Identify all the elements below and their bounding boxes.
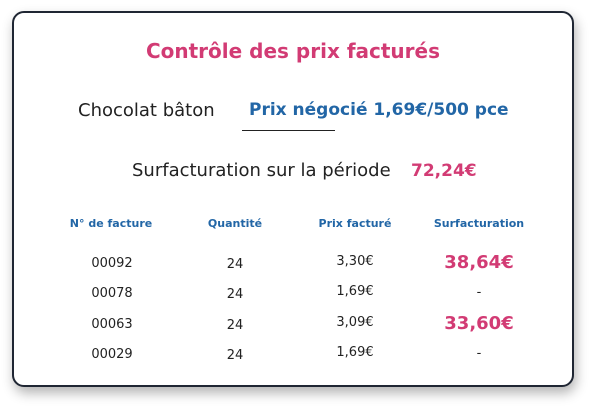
overbilling-label: Surfacturation sur la période bbox=[132, 160, 391, 181]
cell-price: 3,09€ bbox=[336, 315, 374, 330]
cell-price: 1,69€ bbox=[336, 284, 374, 299]
cell-invoice: 00063 bbox=[91, 317, 133, 332]
product-name: Chocolat bâton bbox=[78, 100, 215, 121]
cell-price: 3,30€ bbox=[336, 254, 374, 269]
page-title: Contrôle des prix facturés bbox=[145, 39, 441, 63]
header-billed-price: Prix facturé bbox=[318, 217, 392, 230]
cell-quantity: 24 bbox=[226, 287, 244, 302]
cell-invoice: 00092 bbox=[91, 256, 133, 271]
cell-overbilling: - bbox=[476, 346, 482, 361]
cell-overbilling: 38,64€ bbox=[444, 252, 514, 273]
cell-overbilling: 33,60€ bbox=[444, 313, 514, 334]
cell-invoice: 00078 bbox=[91, 286, 133, 301]
price-underline-divider bbox=[242, 130, 335, 131]
overbilling-total: 72,24€ bbox=[411, 161, 477, 181]
header-invoice-number: N° de facture bbox=[69, 217, 153, 230]
negotiated-price: Prix négocié 1,69€/500 pce bbox=[249, 100, 509, 120]
cell-price: 1,69€ bbox=[336, 345, 374, 360]
cell-invoice: 00029 bbox=[91, 347, 133, 362]
price-control-card: Contrôle des prix facturés Chocolat bâto… bbox=[12, 11, 574, 387]
cell-quantity: 24 bbox=[226, 318, 244, 333]
cell-quantity: 24 bbox=[226, 257, 244, 272]
cell-quantity: 24 bbox=[226, 348, 244, 363]
header-overbilling: Surfacturation bbox=[433, 217, 525, 230]
header-quantity: Quantité bbox=[207, 217, 263, 230]
cell-overbilling: - bbox=[476, 285, 482, 300]
